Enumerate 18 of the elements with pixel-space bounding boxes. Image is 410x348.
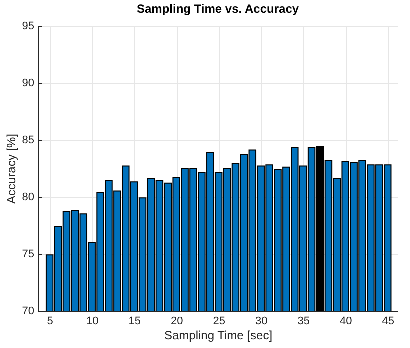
y-tick-label: 95: [22, 20, 34, 32]
chart-title: Sampling Time vs. Accuracy: [136, 2, 300, 16]
x-tick-label: 30: [255, 316, 268, 328]
y-tick-label: 70: [22, 306, 34, 318]
x-tick-label: 10: [86, 316, 99, 328]
x-tick-label: 45: [382, 316, 394, 328]
x-tick-label: 5: [47, 316, 54, 328]
y-tick-label: 75: [22, 248, 34, 260]
y-axis-title: Accuracy [%]: [4, 134, 18, 204]
x-tick-label: 20: [170, 316, 184, 328]
y-tick-label: 80: [22, 192, 34, 204]
x-tick-label: 40: [340, 316, 352, 328]
x-axis-title: Sampling Time [sec]: [164, 328, 273, 342]
x-tick-label: 15: [128, 316, 141, 328]
x-tick-label: 35: [298, 316, 310, 328]
y-tick-label: 85: [22, 134, 34, 146]
y-tick-label: 90: [22, 78, 34, 90]
x-tick-label: 25: [213, 316, 226, 328]
